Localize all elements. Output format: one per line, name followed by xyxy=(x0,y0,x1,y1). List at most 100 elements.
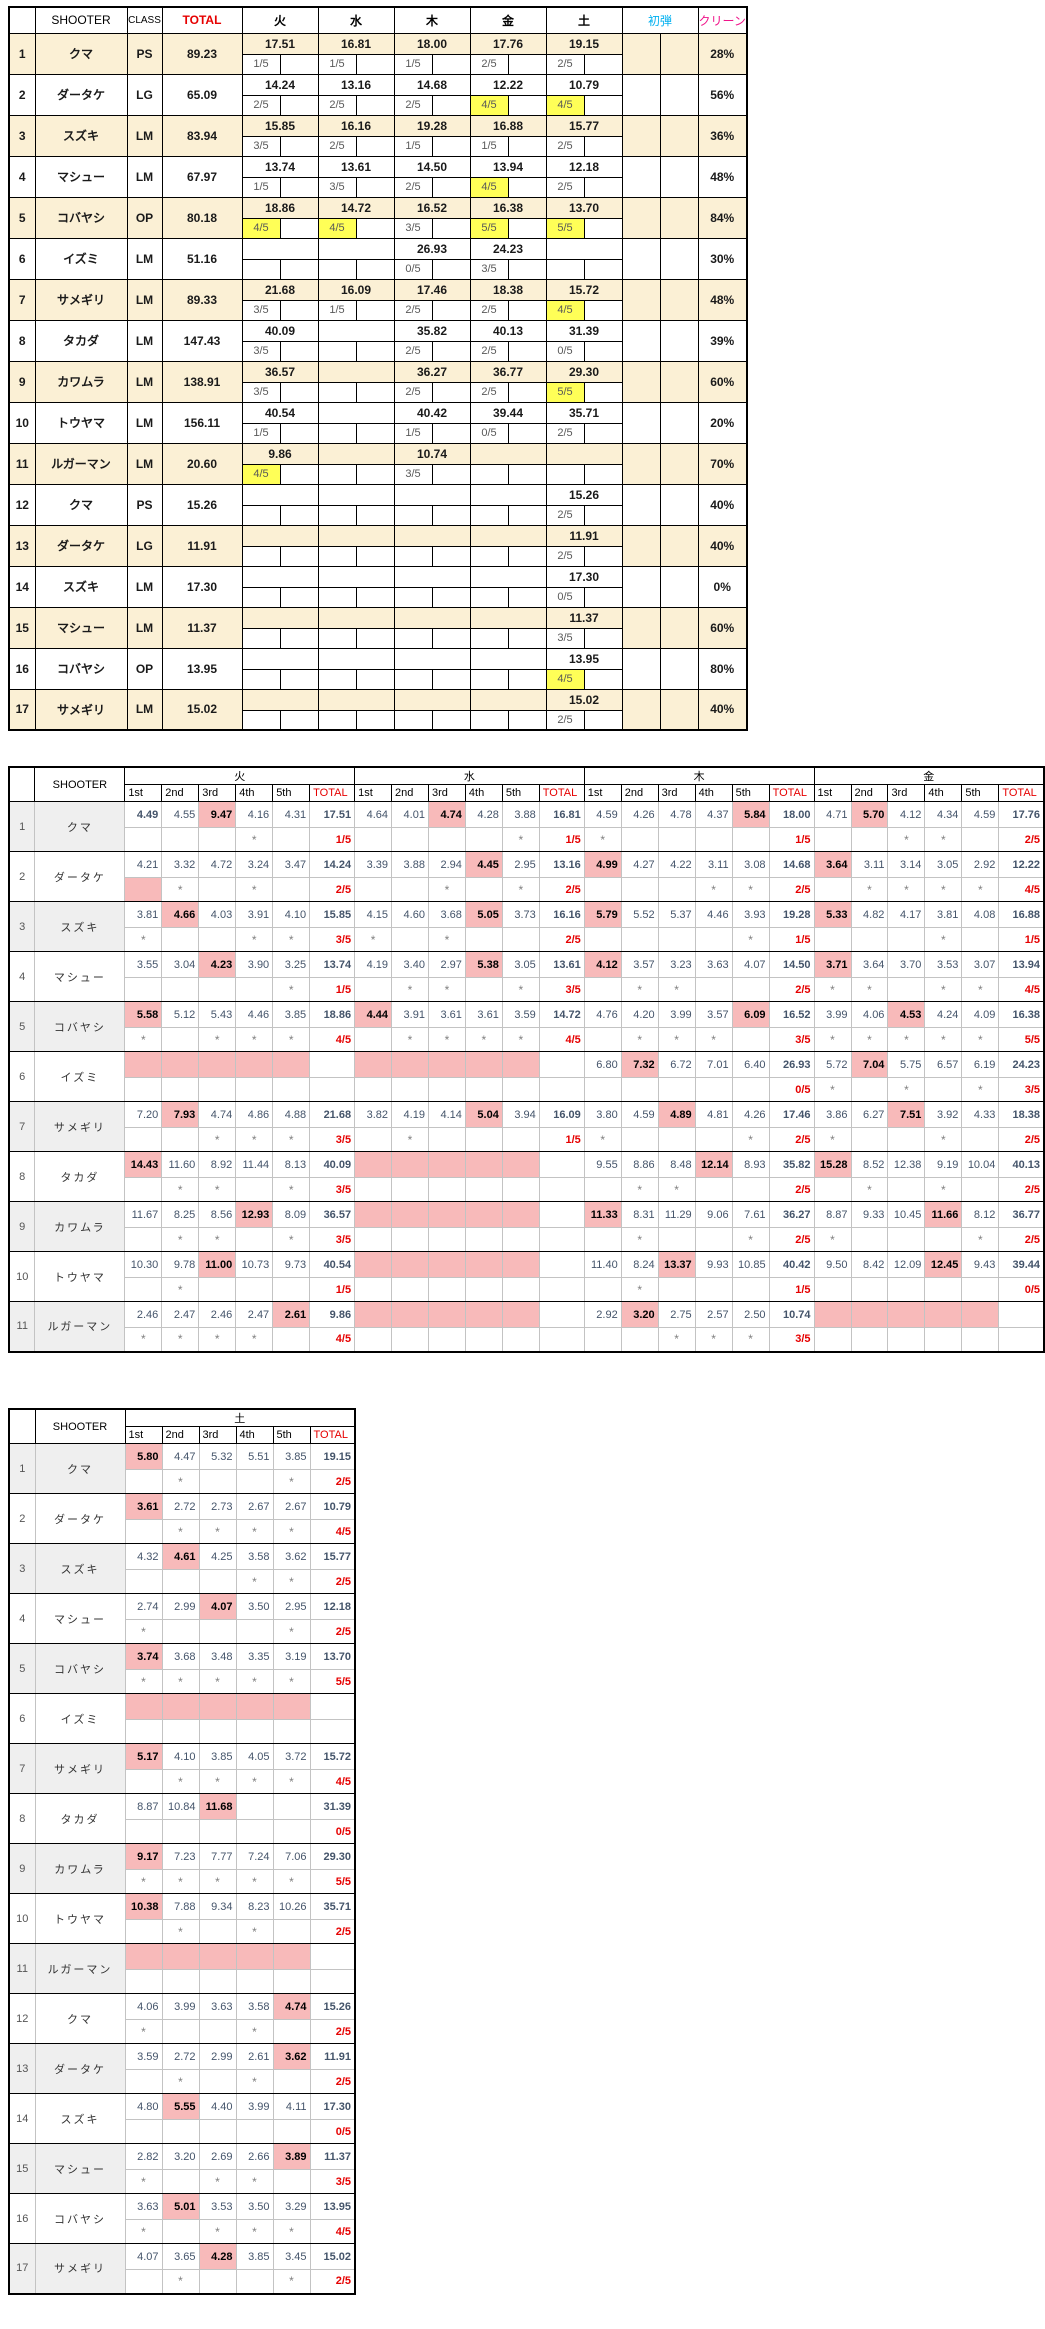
total-fraction-cell[interactable]: 1/5 xyxy=(309,827,356,852)
shot-value-cell[interactable]: 5.04 xyxy=(464,1101,503,1128)
total-cell[interactable]: 14.68 xyxy=(768,851,815,878)
clean-percent-cell[interactable]: 84% xyxy=(697,196,748,239)
shot-value-cell[interactable]: 2.66 xyxy=(235,2143,274,2170)
first-shot-cell[interactable] xyxy=(659,483,699,526)
fraction-cell[interactable] xyxy=(393,545,433,567)
total-fraction-cell[interactable]: 4/5 xyxy=(309,1769,356,1794)
shot-value-cell[interactable]: 4.88 xyxy=(272,1101,311,1128)
first-shot-star-cell[interactable] xyxy=(161,1619,200,1644)
empty-marker-cell[interactable] xyxy=(850,1327,889,1352)
shot-value-cell[interactable]: 3.85 xyxy=(272,1001,311,1028)
empty-score-cell[interactable] xyxy=(354,1201,393,1228)
total-cell[interactable]: 36.77 xyxy=(998,1201,1045,1228)
fraction-cell[interactable]: 2/5 xyxy=(545,504,585,526)
fraction-spacer-cell[interactable] xyxy=(279,668,319,690)
first-shot-star-cell[interactable]: * xyxy=(198,1177,237,1202)
shot-value-cell[interactable]: 3.58 xyxy=(235,1543,274,1570)
shooter-name-cell[interactable]: スズキ xyxy=(34,114,128,157)
col-header-attempt[interactable]: 2nd xyxy=(161,784,200,802)
first-shot-star-cell[interactable]: * xyxy=(850,977,889,1002)
empty-marker-cell[interactable] xyxy=(354,1077,393,1102)
empty-marker-cell[interactable] xyxy=(538,1227,585,1252)
shot-value-cell[interactable]: 9.50 xyxy=(813,1251,852,1278)
first-shot-star-cell[interactable] xyxy=(272,2119,311,2144)
shooter-name-cell[interactable]: サメギリ xyxy=(34,1743,126,1794)
first-shot-star-cell[interactable]: * xyxy=(501,877,540,902)
fraction-cell[interactable]: 2/5 xyxy=(393,94,433,116)
shooter-name-cell[interactable]: クマ xyxy=(34,32,128,75)
shot-value-cell[interactable]: 3.85 xyxy=(198,1743,237,1770)
shot-value-cell[interactable]: 3.07 xyxy=(961,951,1000,978)
shot-value-cell[interactable]: 3.61 xyxy=(464,1001,503,1028)
shot-value-cell[interactable]: 3.94 xyxy=(501,1101,540,1128)
shot-value-cell[interactable]: 7.06 xyxy=(272,1843,311,1870)
row-number-cell[interactable]: 11 xyxy=(8,1301,36,1352)
shot-value-cell[interactable]: 5.38 xyxy=(464,951,503,978)
first-shot-star-cell[interactable]: * xyxy=(161,1869,200,1894)
day-score-cell[interactable] xyxy=(393,565,471,588)
total-cell[interactable]: 18.86 xyxy=(309,1001,356,1028)
shot-value-cell[interactable]: 2.75 xyxy=(657,1301,696,1328)
shot-value-cell[interactable]: 4.59 xyxy=(961,801,1000,828)
first-shot-star-cell[interactable] xyxy=(850,1227,889,1252)
shot-value-cell[interactable]: 3.63 xyxy=(124,2193,163,2220)
first-shot-cell[interactable] xyxy=(659,237,699,280)
first-shot-star-cell[interactable] xyxy=(161,1819,200,1844)
empty-marker-cell[interactable] xyxy=(272,1077,311,1102)
fraction-spacer-cell[interactable] xyxy=(431,135,471,157)
fraction-spacer-cell[interactable] xyxy=(583,463,623,485)
first-shot-star-cell[interactable]: * xyxy=(620,977,659,1002)
total-fraction-cell[interactable]: 1/5 xyxy=(768,927,815,952)
first-shot-star-cell[interactable] xyxy=(850,927,889,952)
first-shot-star-cell[interactable]: * xyxy=(391,977,429,1002)
shot-value-cell[interactable]: 4.40 xyxy=(198,2093,237,2120)
shot-value-cell[interactable]: 4.49 xyxy=(124,801,163,828)
fraction-spacer-cell[interactable] xyxy=(279,176,319,198)
fraction-spacer-cell[interactable] xyxy=(355,586,395,608)
shot-value-cell[interactable]: 5.51 xyxy=(235,1443,274,1470)
fraction-spacer-cell[interactable] xyxy=(431,586,471,608)
shooter-name-cell[interactable]: ダータケ xyxy=(34,851,126,902)
col-header-attempt[interactable]: 1st xyxy=(124,784,163,802)
first-shot-star-cell[interactable] xyxy=(620,1077,659,1102)
total-cell[interactable]: 13.95 xyxy=(161,647,243,690)
shot-value-cell[interactable]: 8.13 xyxy=(272,1151,311,1178)
total-fraction-cell[interactable]: 2/5 xyxy=(768,1177,815,1202)
first-shot-star-cell[interactable] xyxy=(813,1177,852,1202)
shot-value-cell[interactable]: 3.53 xyxy=(198,2193,237,2220)
fraction-cell[interactable]: 1/5 xyxy=(393,135,433,157)
first-shot-star-cell[interactable] xyxy=(235,2119,274,2144)
empty-score-cell[interactable] xyxy=(427,1201,466,1228)
total-cell[interactable] xyxy=(538,1251,585,1278)
day-score-cell[interactable] xyxy=(241,606,319,629)
shot-value-cell[interactable]: 3.39 xyxy=(354,851,393,878)
shot-value-cell[interactable]: 8.25 xyxy=(161,1201,200,1228)
first-shot-star-cell[interactable] xyxy=(198,1919,237,1944)
first-shot-star-cell[interactable]: * xyxy=(272,977,311,1002)
shot-value-cell[interactable]: 4.26 xyxy=(620,801,659,828)
fraction-cell[interactable]: 0/5 xyxy=(545,340,585,362)
day-score-cell[interactable] xyxy=(393,688,471,711)
shot-value-cell[interactable]: 4.07 xyxy=(731,951,770,978)
fraction-spacer-cell[interactable] xyxy=(279,135,319,157)
empty-score-cell[interactable] xyxy=(391,1251,429,1278)
total-cell[interactable]: 13.70 xyxy=(309,1643,356,1670)
fraction-spacer-cell[interactable] xyxy=(431,463,471,485)
shot-value-cell[interactable]: 12.14 xyxy=(694,1151,733,1178)
shot-value-cell[interactable]: 4.82 xyxy=(850,901,889,928)
first-shot-star-cell[interactable] xyxy=(235,977,274,1002)
fraction-spacer-cell[interactable] xyxy=(507,586,547,608)
total-cell[interactable]: 16.81 xyxy=(538,801,585,828)
fraction-cell[interactable] xyxy=(469,463,509,485)
day-score-cell[interactable] xyxy=(317,401,395,424)
clean-percent-cell[interactable]: 40% xyxy=(697,524,748,567)
col-header-day[interactable]: 木 xyxy=(583,766,815,785)
first-shot-star-cell[interactable] xyxy=(583,877,622,902)
shot-value-cell[interactable]: 8.31 xyxy=(620,1201,659,1228)
fraction-spacer-cell[interactable] xyxy=(279,217,319,239)
shot-value-cell[interactable]: 12.45 xyxy=(924,1251,963,1278)
first-shot-star-cell[interactable] xyxy=(887,1127,926,1152)
fraction-spacer-cell[interactable] xyxy=(355,299,395,321)
first-shot-star-cell[interactable]: * xyxy=(272,1619,311,1644)
shot-value-cell[interactable]: 3.71 xyxy=(813,951,852,978)
